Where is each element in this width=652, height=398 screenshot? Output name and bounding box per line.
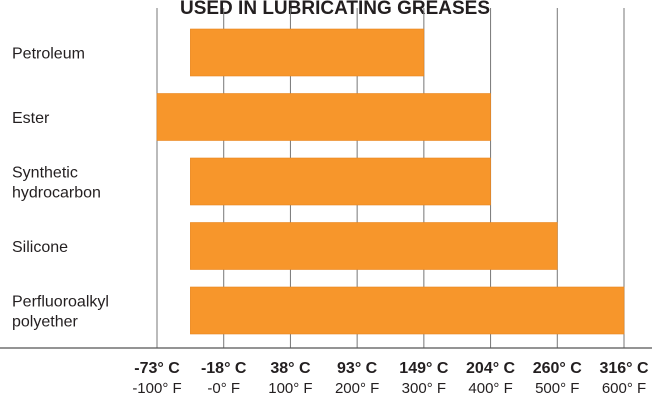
bar-4 [190,286,625,335]
bar-3 [190,222,558,270]
x-axis-ticks: -73° C -100° F -18° C -0° F 38° C 100° F 93° C… [132,360,649,397]
category-labels: Petroleum Ester Synthetic hydrocarbon Silico… [12,46,109,331]
category-label-0: Petroleum [12,46,85,63]
category-label-line: Ester [12,110,50,127]
bar-1 [156,93,491,141]
tick-label-fahrenheit-6: 500° F [535,380,579,397]
tick-label-fahrenheit-5: 400° F [468,380,512,397]
category-label-2: Synthetic hydrocarbon [12,165,101,202]
category-label-line: Silicone [12,239,68,256]
bar-0 [190,28,425,77]
tick-label-celsius-6: 260° C [533,360,583,377]
tick-label-celsius-4: 149° C [399,360,449,377]
category-label-line: polyether [12,314,78,331]
tick-label-celsius-5: 204° C [466,360,516,377]
category-label-3: Silicone [12,239,68,256]
tick-label-celsius-7: 316° C [599,360,649,377]
category-label-line: Synthetic [12,165,78,182]
tick-label-fahrenheit-4: 300° F [402,380,446,397]
tick-label-fahrenheit-2: 100° F [268,380,312,397]
category-label-4: Perfluoroalkyl polyether [12,294,109,331]
category-label-line: Perfluoroalkyl [12,294,109,311]
category-label-1: Ester [12,110,50,127]
tick-label-celsius-3: 93° C [337,360,378,377]
tick-label-celsius-2: 38° C [270,360,311,377]
tick-label-fahrenheit-1: -0° F [207,380,240,397]
bar-2 [190,157,491,206]
category-label-line: Petroleum [12,46,85,63]
chart-title: USED IN LUBRICATING GREASES [180,0,490,19]
tick-label-fahrenheit-7: 600° F [602,380,646,397]
bars [156,28,625,335]
tick-label-celsius-1: -18° C [201,360,247,377]
tick-label-fahrenheit-3: 200° F [335,380,379,397]
tick-label-fahrenheit-0: -100° F [132,380,181,397]
category-label-line: hydrocarbon [12,185,101,202]
tick-label-celsius-0: -73° C [134,360,180,377]
